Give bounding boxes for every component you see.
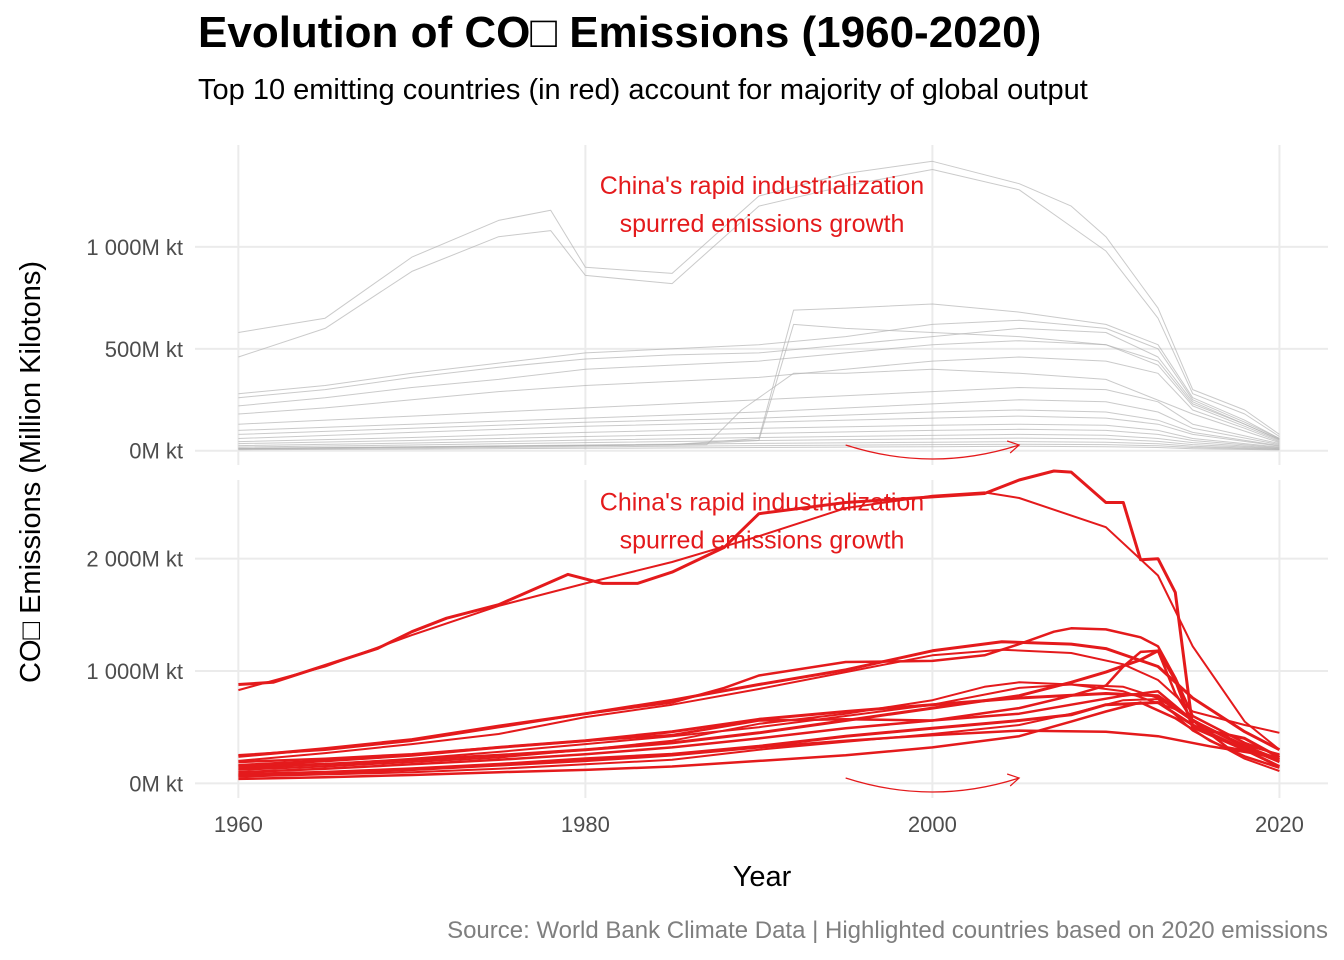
x-axis: 1960 1980 2000 2020 bbox=[214, 812, 1304, 837]
annotation-text: spurred emissions growth bbox=[620, 526, 905, 554]
series-line-other bbox=[238, 323, 1280, 450]
x-axis-title: Year bbox=[733, 861, 792, 893]
x-tick-label: 2020 bbox=[1255, 812, 1304, 837]
series-line-top10 bbox=[238, 690, 1280, 774]
y-tick-label: 1 000M kt bbox=[86, 659, 183, 684]
series-line-other bbox=[238, 443, 1280, 450]
y-tick-label: 2 000M kt bbox=[86, 547, 183, 572]
series-line-other bbox=[238, 409, 1280, 447]
y-tick-label: 1 000M kt bbox=[86, 235, 183, 260]
series-line-other bbox=[238, 340, 1280, 441]
x-tick-label: 1960 bbox=[214, 812, 263, 837]
series-line-top10 bbox=[238, 469, 1281, 759]
series-line-other bbox=[238, 433, 1280, 449]
x-tick-label: 2000 bbox=[908, 812, 957, 837]
series-line-top10 bbox=[238, 729, 1280, 777]
series-line-other bbox=[238, 428, 1280, 449]
series-line-other bbox=[238, 437, 1280, 450]
chart-caption: Source: World Bank Climate Data | Highli… bbox=[447, 917, 1328, 944]
annotation-arrow bbox=[845, 444, 1020, 460]
series-line-other bbox=[238, 415, 1280, 447]
annotation-arrowhead bbox=[1006, 440, 1021, 454]
chart-title: Evolution of CO□ Emissions (1960-2020) bbox=[198, 8, 1042, 57]
series-line-other bbox=[238, 303, 1280, 450]
annotation-arrowhead bbox=[1006, 773, 1021, 787]
y-tick-label: 0M kt bbox=[129, 439, 183, 464]
series-line-other bbox=[238, 445, 1280, 451]
annotation-text: China's rapid industrialization bbox=[600, 488, 924, 516]
annotation-text: China's rapid industrialization bbox=[600, 172, 924, 200]
series-line-other bbox=[238, 399, 1280, 446]
chart-subtitle: Top 10 emitting countries (in red) accou… bbox=[198, 74, 1088, 106]
y-tick-label: 0M kt bbox=[129, 771, 183, 796]
series-line-other bbox=[238, 327, 1280, 440]
series-line-other bbox=[238, 387, 1280, 445]
annotation-arrow bbox=[845, 777, 1020, 793]
series-line-other bbox=[238, 169, 1280, 437]
panel-top-emitters: 0M kt 1 000M kt 2 000M kt China's rapid ind… bbox=[86, 469, 1328, 798]
series-line-top10 bbox=[238, 491, 1281, 751]
series-line-other bbox=[238, 423, 1280, 448]
series-line-other bbox=[238, 160, 1280, 435]
y-tick-label: 500M kt bbox=[105, 337, 183, 362]
series-line-other bbox=[238, 441, 1280, 450]
y-axis-title: CO□ Emissions (Million Kilotons) bbox=[15, 261, 47, 683]
series-line-other bbox=[238, 368, 1280, 450]
x-tick-label: 1980 bbox=[561, 812, 610, 837]
annotation-text: spurred emissions growth bbox=[620, 210, 905, 238]
series-line-other bbox=[238, 356, 1280, 443]
series-line-other bbox=[238, 319, 1280, 439]
series-line-top10 bbox=[238, 683, 1280, 770]
series-line-top10 bbox=[238, 701, 1280, 781]
panel-other-countries: 0M kt 500M kt 1 000M kt China's rapid indus… bbox=[86, 145, 1328, 465]
